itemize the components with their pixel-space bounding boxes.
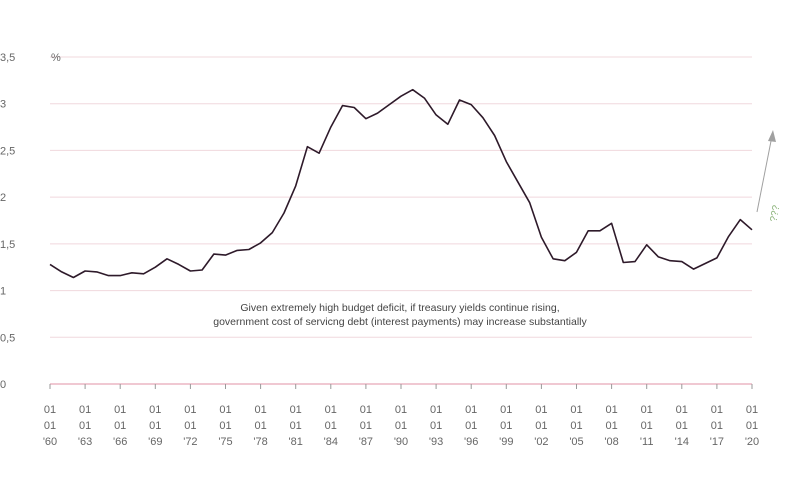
x-tick-label: '02 (534, 436, 548, 448)
x-tick-label: 01 (500, 420, 512, 432)
arrow-shaft (756, 135, 773, 213)
x-tick-label: 01 (746, 404, 758, 416)
x-tick-label: 01 (395, 420, 407, 432)
x-tick-label: '78 (253, 436, 267, 448)
x-tick-label: 01 (184, 404, 196, 416)
x-tick-label: 01 (570, 404, 582, 416)
x-tick-label: 01 (711, 420, 723, 432)
x-tick-label: 01 (254, 420, 266, 432)
x-tick-label: '87 (359, 436, 373, 448)
x-tick-label: 01 (430, 404, 442, 416)
x-tick-label: 01 (465, 404, 477, 416)
x-tick-label: 01 (254, 404, 266, 416)
x-tick-label: 01 (114, 420, 126, 432)
x-tick-label: 01 (605, 404, 617, 416)
x-tick-label: '69 (148, 436, 162, 448)
x-tick-label: 01 (605, 420, 617, 432)
arrow-question-label: ??? (769, 204, 783, 223)
x-tick-label: '99 (499, 436, 513, 448)
x-tick-label: 01 (746, 420, 758, 432)
x-tick-label: '93 (429, 436, 443, 448)
arrow-head (768, 130, 776, 142)
annotation-line: government cost of servicng debt (intere… (213, 316, 587, 328)
y-tick-label: 2,5 (0, 145, 15, 157)
x-tick-label: 01 (79, 404, 91, 416)
y-tick-label: 0,5 (0, 332, 15, 344)
y-tick-label: 3,5 (0, 52, 15, 64)
y-tick-label: 1,5 (0, 239, 15, 251)
x-tick-label: 01 (465, 420, 477, 432)
x-tick-label: 01 (535, 420, 547, 432)
x-tick-label: '11 (640, 436, 654, 448)
series-group (49, 88, 753, 279)
x-tick-label: 01 (219, 404, 231, 416)
x-tick-label: '20 (745, 436, 759, 448)
y-tick-label: 3 (0, 99, 6, 111)
x-tick-label: 01 (360, 420, 372, 432)
x-tick-label: '60 (43, 436, 57, 448)
x-tick-label: 01 (500, 404, 512, 416)
x-tick-label: '90 (394, 436, 408, 448)
x-tick-label: 01 (430, 420, 442, 432)
y-unit-label: % (51, 52, 61, 64)
x-tick-label: 01 (641, 404, 653, 416)
x-tick-label: 01 (149, 420, 161, 432)
y-tick-label: 2 (0, 192, 6, 204)
x-axis: 01 01 '60 01 01 '63 01 01 '66 01 01 '69 01 01 '72 01 01 '… (43, 384, 759, 448)
x-tick-label: 01 (184, 420, 196, 432)
annotation-line: Given extremely high budget deficit, if … (240, 302, 559, 314)
x-tick-label: '17 (710, 436, 724, 448)
x-tick-label: 01 (676, 420, 688, 432)
x-tick-label: 01 (676, 404, 688, 416)
x-tick-label: 01 (325, 404, 337, 416)
x-tick-label: 01 (711, 404, 723, 416)
x-tick-label: '14 (675, 436, 689, 448)
x-tick-label: 01 (44, 420, 56, 432)
x-tick-label: 01 (395, 404, 407, 416)
x-tick-label: 01 (290, 420, 302, 432)
x-tick-label: '75 (218, 436, 232, 448)
x-tick-label: '96 (464, 436, 478, 448)
x-tick-label: 01 (149, 404, 161, 416)
y-tick-label: 0 (0, 379, 6, 391)
x-tick-label: 01 (360, 404, 372, 416)
x-tick-label: '66 (113, 436, 127, 448)
trend-arrow: ??? (756, 130, 783, 223)
x-tick-label: '84 (324, 436, 338, 448)
y-tick-label: 1 (0, 286, 6, 298)
x-tick-label: 01 (44, 404, 56, 416)
x-tick-label: 01 (570, 420, 582, 432)
x-tick-label: 01 (641, 420, 653, 432)
x-tick-label: 01 (325, 420, 337, 432)
x-tick-label: 01 (535, 404, 547, 416)
x-tick-label: '05 (569, 436, 583, 448)
x-tick-label: '63 (78, 436, 92, 448)
x-tick-label: 01 (114, 404, 126, 416)
x-tick-label: '72 (183, 436, 197, 448)
gridlines (50, 56, 752, 385)
x-tick-label: 01 (79, 420, 91, 432)
x-tick-label: 01 (219, 420, 231, 432)
annotation-text: Given extremely high budget deficit, if … (213, 302, 587, 328)
x-tick-label: 01 (290, 404, 302, 416)
x-tick-label: '81 (289, 436, 303, 448)
y-axis-ticks: 0 0,5 1 1,5 2 2,5 3 3,5 (0, 52, 15, 391)
series-line (49, 88, 753, 279)
x-tick-label: '08 (604, 436, 618, 448)
